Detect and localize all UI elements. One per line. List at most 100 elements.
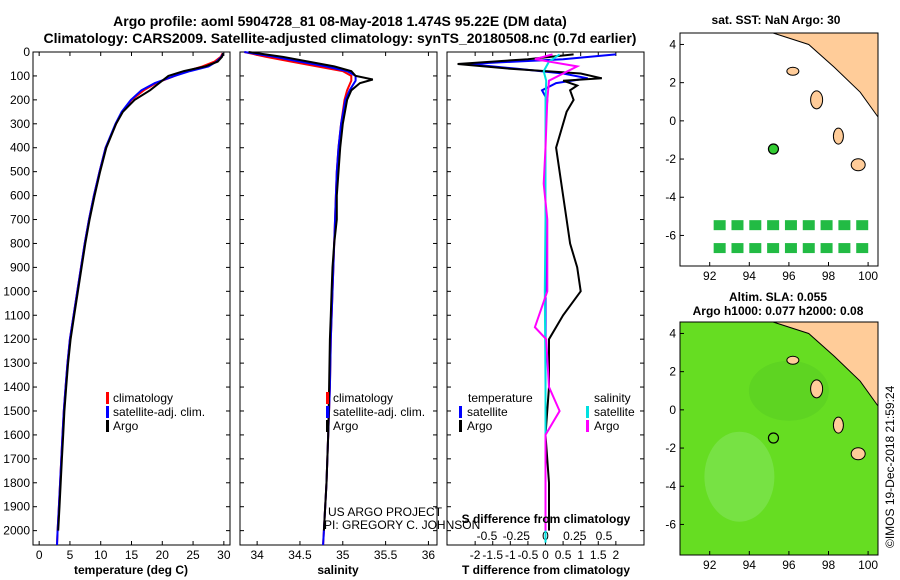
depth-tick-label: 100 bbox=[10, 69, 30, 83]
sst-data-patch bbox=[802, 243, 815, 254]
series-line-temperature-argo bbox=[457, 53, 603, 531]
depth-tick-label: 1600 bbox=[3, 428, 30, 442]
sst-data-patch bbox=[838, 243, 851, 254]
salinity-axis-label: salinity bbox=[317, 563, 359, 577]
depth-tick-label: 1800 bbox=[3, 476, 30, 490]
lon-tick-label: 98 bbox=[822, 269, 836, 283]
x-tick-label: 30 bbox=[217, 548, 231, 562]
lat-tick-label: 2 bbox=[669, 76, 676, 90]
island bbox=[832, 127, 844, 145]
legend2-climatology-text: climatology bbox=[333, 391, 393, 405]
sst-data-patch bbox=[820, 220, 833, 231]
x-axes: 0 5 10 15 20 25 30 34 34.5 35 35.5 36 -2 -1.5 -1 -0.5 0 0… bbox=[36, 52, 620, 562]
x-tick-label: 34 bbox=[250, 548, 264, 562]
depth-tick-label: 1300 bbox=[3, 356, 30, 370]
sst-data-patch bbox=[713, 243, 726, 254]
legend3-s-argo-text: Argo bbox=[594, 419, 620, 433]
x-tick-label: 1.5 bbox=[590, 548, 607, 562]
depth-tick-label: 800 bbox=[10, 236, 30, 250]
legend-satellite-text: satellite-adj. clim. bbox=[113, 405, 205, 419]
legend3-s-satellite-text: satellite bbox=[594, 405, 635, 419]
credit-project: US ARGO PROJECT bbox=[328, 505, 443, 519]
lon-tick-label: 100 bbox=[858, 269, 878, 283]
temperature-panel-frame bbox=[32, 51, 231, 546]
profile-series bbox=[56, 51, 616, 546]
x-tick-label: -0.5 bbox=[518, 548, 539, 562]
legend-marker-climatology bbox=[106, 392, 109, 404]
s-difference-axis-label: S difference from climatology bbox=[462, 512, 631, 526]
island bbox=[810, 90, 824, 110]
depth-tick-label: 200 bbox=[10, 93, 30, 107]
lon-tick-label: 96 bbox=[782, 558, 796, 572]
x-tick-label: 15 bbox=[125, 548, 139, 562]
lat-tick-label: 0 bbox=[669, 403, 676, 417]
lat-tick-label: -2 bbox=[665, 152, 676, 166]
salinity-panel-frame bbox=[239, 51, 438, 546]
legend3-marker-s-satellite bbox=[586, 406, 589, 418]
legend2-argo-text: Argo bbox=[333, 419, 359, 433]
s-diff-tick-label: -0.25 bbox=[503, 529, 531, 543]
legend3-t-satellite-text: satellite bbox=[467, 405, 508, 419]
depth-tick-label: 300 bbox=[10, 117, 30, 131]
x-tick-label: 10 bbox=[94, 548, 108, 562]
series-line-argo bbox=[248, 51, 374, 531]
lon-tick-label: 100 bbox=[858, 558, 878, 572]
sst-map-title: sat. SST: NaN Argo: 30 bbox=[712, 13, 841, 27]
lon-tick-label: 94 bbox=[743, 269, 757, 283]
lat-tick-label: -4 bbox=[665, 479, 676, 493]
legend-marker-argo bbox=[106, 420, 109, 432]
sla-map-title-line2: Argo h1000: 0.077 h2000: 0.08 bbox=[693, 304, 864, 318]
argo-float-marker bbox=[767, 143, 780, 155]
salinity-legend: climatology satellite-adj. clim. Argo bbox=[326, 391, 425, 433]
lon-tick-label: 96 bbox=[782, 269, 796, 283]
depth-axis: 0 100 200 300 400 500 600 700 800 900 1000 1100 1200… bbox=[3, 45, 644, 538]
depth-tick-label: 400 bbox=[10, 141, 30, 155]
sst-data-patch bbox=[731, 220, 744, 231]
sla-anomaly-patch bbox=[748, 360, 829, 421]
imos-watermark: ©IMOS 19-Dec-2018 21:59:24 bbox=[883, 385, 897, 548]
figure-title-line2: Climatology: CARS2009. Satellite-adjuste… bbox=[44, 30, 637, 46]
island bbox=[850, 447, 866, 461]
depth-tick-label: 1000 bbox=[3, 284, 30, 298]
legend3-marker-t-argo bbox=[459, 420, 462, 432]
sst-data-patch bbox=[731, 243, 744, 254]
island bbox=[786, 66, 800, 76]
series-line-satellite-adj-clim- bbox=[244, 51, 357, 546]
legend3-temperature-heading: temperature bbox=[468, 391, 533, 405]
sst-data-patch bbox=[784, 220, 797, 231]
x-tick-label: -1.5 bbox=[482, 548, 503, 562]
sst-data-patch bbox=[749, 243, 762, 254]
depth-tick-label: 0 bbox=[23, 45, 30, 59]
island bbox=[850, 158, 866, 172]
argo-float-marker bbox=[767, 432, 780, 444]
x-tick-label: 0 bbox=[542, 548, 549, 562]
sst-data-patch bbox=[784, 243, 797, 254]
x-tick-label: -2 bbox=[470, 548, 481, 562]
series-line-climatology bbox=[56, 52, 224, 546]
series-line-temperature-satellite bbox=[468, 53, 616, 531]
x-tick-label: 36 bbox=[422, 548, 436, 562]
series-line-climatology bbox=[244, 51, 353, 546]
s-diff-tick-label: -0.5 bbox=[477, 529, 498, 543]
x-tick-label: 5 bbox=[67, 548, 74, 562]
difference-legend: temperature salinity satellite Argo sate… bbox=[459, 391, 635, 433]
legend3-marker-t-satellite bbox=[459, 406, 462, 418]
temperature-axis-label: temperature (deg C) bbox=[74, 563, 188, 577]
sst-data-patch bbox=[767, 243, 780, 254]
island bbox=[832, 416, 844, 434]
legend3-salinity-heading: salinity bbox=[594, 391, 631, 405]
sst-data-patch bbox=[856, 243, 869, 254]
lon-tick-label: 92 bbox=[703, 269, 717, 283]
legend3-t-argo-text: Argo bbox=[467, 419, 493, 433]
sst-data-patch bbox=[767, 220, 780, 231]
sst-data-patch bbox=[820, 243, 833, 254]
depth-tick-label: 1500 bbox=[3, 404, 30, 418]
lat-tick-label: 2 bbox=[669, 365, 676, 379]
sst-map: 92 94 96 98 100 4 2 0 -2 -4 -6 bbox=[665, 32, 879, 283]
sst-data-patch bbox=[856, 220, 869, 231]
x-tick-label: -1 bbox=[505, 548, 516, 562]
depth-tick-label: 1100 bbox=[4, 308, 30, 322]
series-line-satellite-adj-clim- bbox=[56, 52, 225, 546]
